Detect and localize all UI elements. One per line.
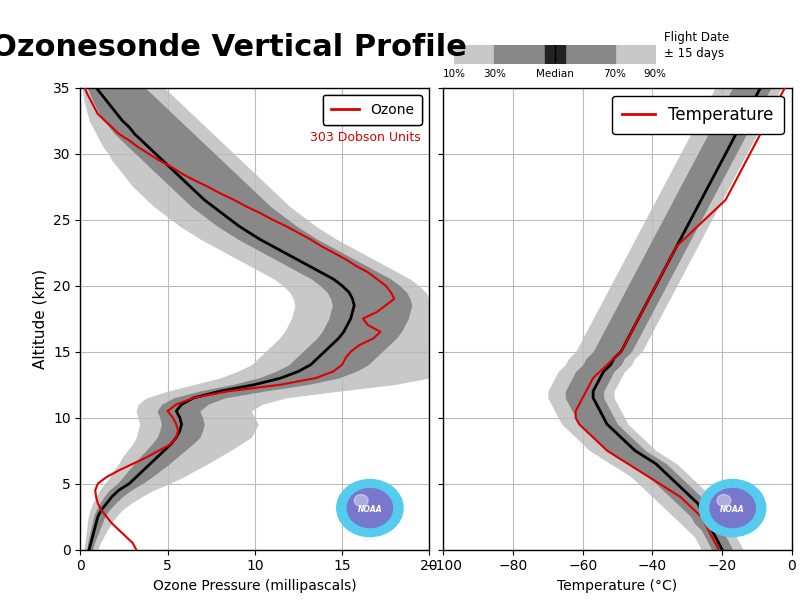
Text: 70%: 70%: [603, 69, 626, 79]
Text: 90%: 90%: [643, 69, 666, 79]
Text: 303 Dobson Units: 303 Dobson Units: [309, 132, 420, 144]
Text: 10%: 10%: [442, 69, 465, 79]
Legend: Ozone: Ozone: [322, 94, 422, 125]
X-axis label: Temperature (°C): Temperature (°C): [556, 579, 677, 593]
Legend: Temperature: Temperature: [611, 96, 783, 134]
Text: Flight Date
± 15 days: Flight Date ± 15 days: [663, 31, 728, 60]
Text: Median: Median: [535, 69, 573, 79]
X-axis label: Ozone Pressure (millipascals): Ozone Pressure (millipascals): [153, 579, 357, 593]
Text: 30%: 30%: [483, 69, 505, 79]
Text: Ozonesonde Vertical Profile: Ozonesonde Vertical Profile: [0, 33, 467, 62]
Y-axis label: Altitude (km): Altitude (km): [32, 269, 47, 368]
